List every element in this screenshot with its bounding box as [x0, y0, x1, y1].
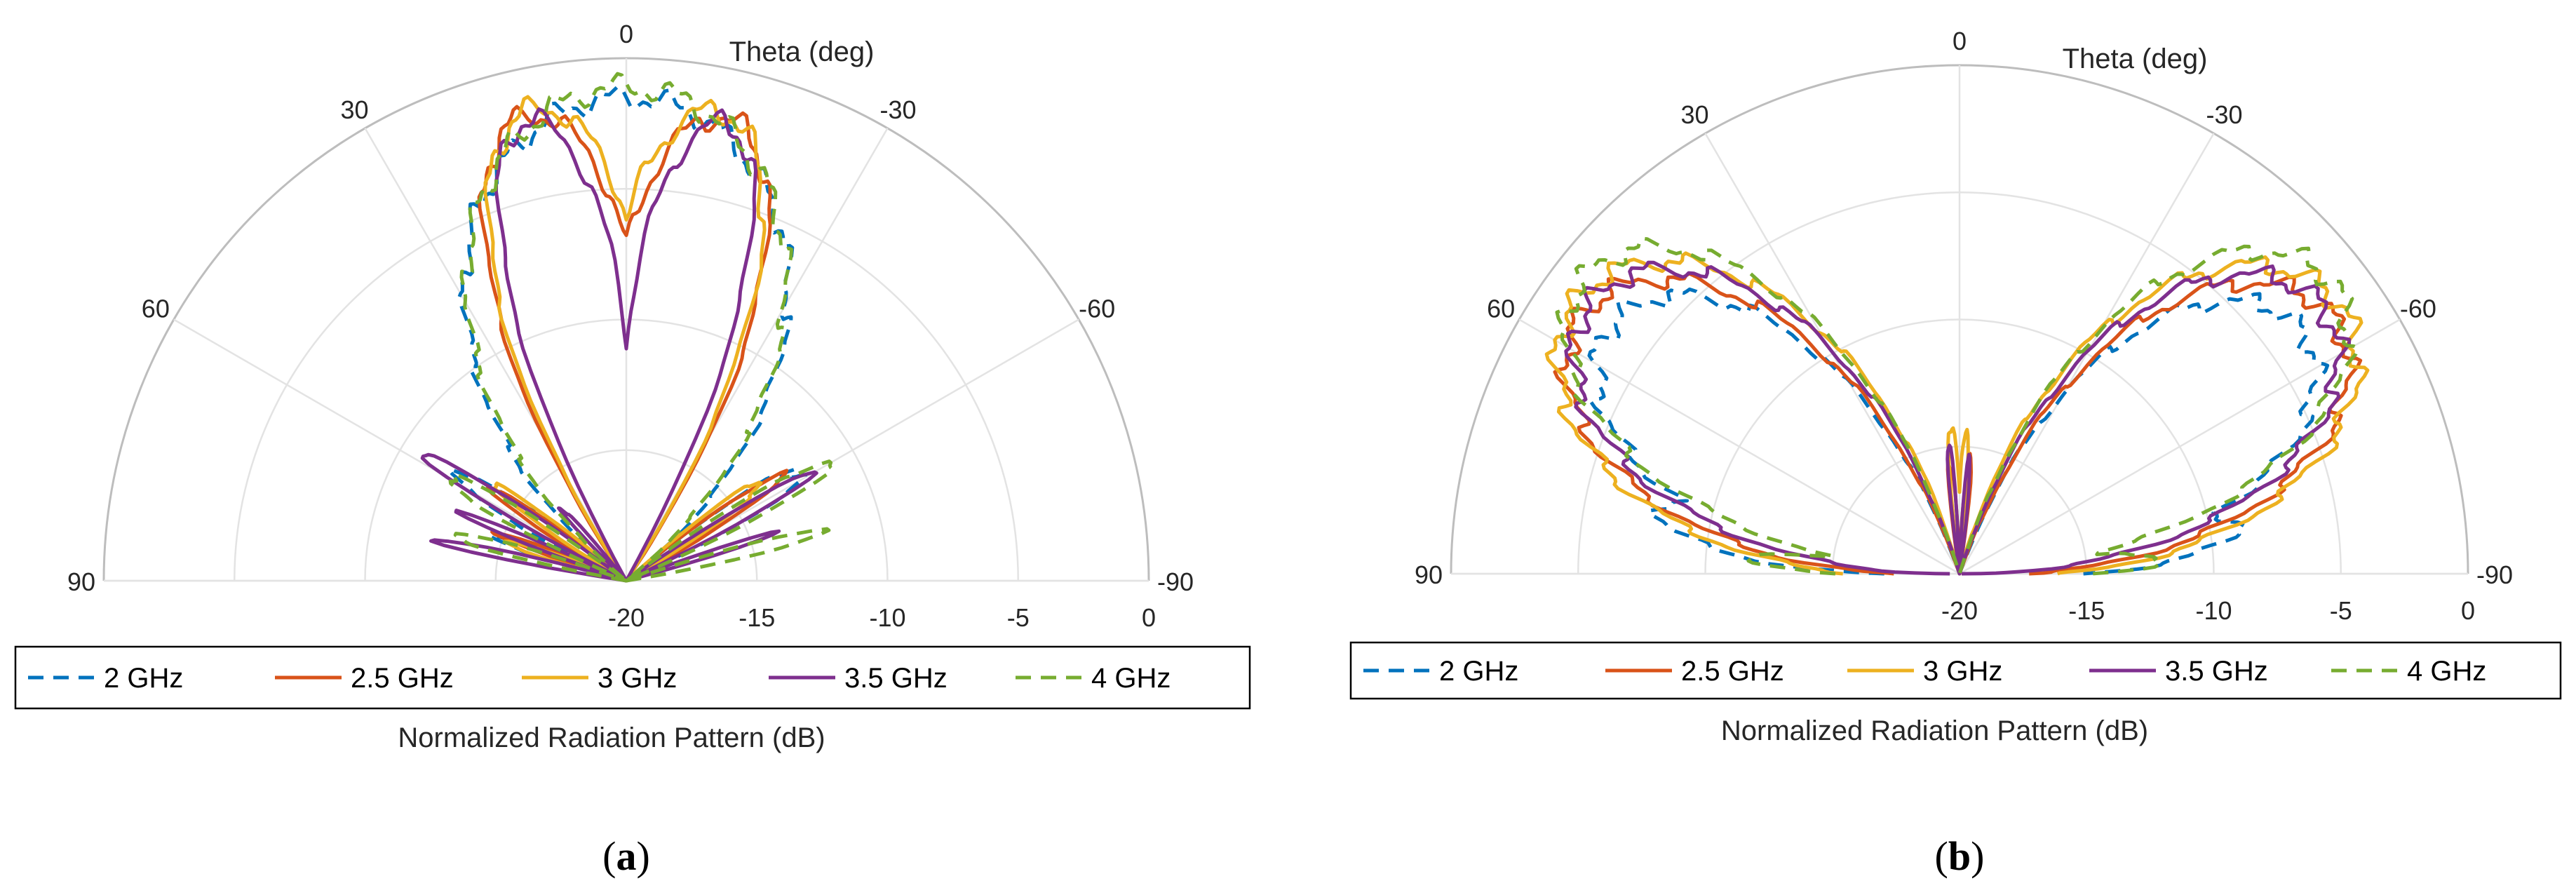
- legend: 2 GHz 2.5 GHz 3 GHz 3.5 GHz 4 GHz: [14, 645, 1251, 710]
- legend-label: 3 GHz: [598, 663, 677, 694]
- polar-grid: [102, 57, 1150, 582]
- series-line-3-5ghz: [1564, 260, 2352, 576]
- series-curves: [1544, 236, 2370, 576]
- r-axis-label: Normalized Radiation Pattern (dB): [398, 722, 825, 753]
- theta-tick-label: 60: [1487, 295, 1515, 323]
- polar-chart-a: 90 60 30 0 -30 -60 -90 Theta (deg) -20 -15 -10 -5 0 2…: [14, 20, 1251, 879]
- legend-label: 3.5 GHz: [844, 663, 948, 694]
- series-line-3-5ghz: [420, 107, 818, 583]
- r-axis-label: Normalized Radiation Pattern (dB): [1721, 715, 2148, 746]
- theta-tick-label: 90: [1415, 560, 1443, 589]
- series-line-4ghz: [448, 72, 835, 583]
- series-line-4ghz: [1555, 236, 2360, 576]
- theta-tick-label: -90: [1157, 567, 1194, 596]
- legend-label: 2 GHz: [1439, 656, 1518, 687]
- legend: 2 GHz 2.5 GHz 3 GHz 3.5 GHz 4 GHz: [1349, 641, 2562, 700]
- panel-caption: (a): [602, 833, 650, 879]
- series-line-3ghz: [483, 95, 767, 583]
- grid-spoke: [1518, 318, 1960, 575]
- legend-label: 2.5 GHz: [1681, 656, 1784, 687]
- theta-axis-label: Theta (deg): [2063, 43, 2208, 74]
- legend-label: 2 GHz: [104, 663, 183, 694]
- theta-axis-label: Theta (deg): [729, 36, 875, 67]
- r-tick-label: -15: [2068, 596, 2105, 625]
- theta-tick-label: 90: [67, 567, 95, 596]
- grid-spoke: [1959, 318, 2401, 575]
- panel-caption: (b): [1935, 833, 1985, 879]
- theta-tick-label: 0: [1953, 27, 1967, 55]
- polar-chart-b: 90 60 30 0 -30 -60 -90 Theta (deg) -20 -15 -10 -5 0 2…: [1349, 27, 2562, 879]
- r-tick-label: -10: [869, 603, 905, 632]
- theta-tick-label: -90: [2476, 560, 2513, 589]
- theta-tick-label: 30: [1680, 100, 1708, 129]
- theta-tick-label: -60: [2400, 295, 2436, 323]
- r-tick-label: -15: [739, 603, 775, 632]
- grid-spoke: [364, 128, 628, 581]
- series-curves: [420, 72, 835, 583]
- theta-tick-label: -60: [1079, 295, 1115, 323]
- legend-label: 3.5 GHz: [2165, 656, 2268, 687]
- polar-grid: [1450, 64, 2469, 575]
- r-tick-label: 0: [1142, 603, 1156, 632]
- theta-tick-label: 60: [142, 295, 170, 323]
- theta-tick-label: 0: [619, 20, 633, 48]
- theta-tick-label: -30: [879, 95, 916, 124]
- r-tick-label: -5: [1007, 603, 1030, 632]
- r-tick-label: -5: [2330, 596, 2352, 625]
- legend-label: 3 GHz: [1923, 656, 2002, 687]
- r-tick-label: -10: [2195, 596, 2232, 625]
- legend-label: 2.5 GHz: [351, 663, 454, 694]
- legend-label: 4 GHz: [1091, 663, 1171, 694]
- series-line-3ghz: [1544, 251, 2370, 576]
- theta-tick-label: 30: [340, 95, 368, 124]
- r-tick-label: -20: [608, 603, 645, 632]
- r-tick-label: 0: [2461, 596, 2475, 625]
- r-tick-label: -20: [1941, 596, 1978, 625]
- theta-tick-label: -30: [2206, 100, 2242, 129]
- legend-label: 4 GHz: [2407, 656, 2486, 687]
